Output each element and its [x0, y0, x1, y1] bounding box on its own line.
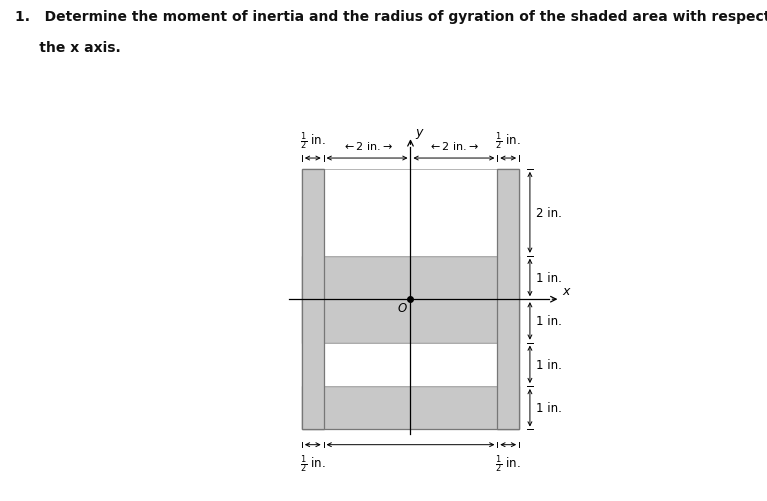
Text: 1.   Determine the moment of inertia and the radius of gyration of the shaded ar: 1. Determine the moment of inertia and t…: [15, 10, 767, 24]
Bar: [302, 169, 324, 430]
Bar: [324, 343, 497, 386]
Bar: [324, 169, 497, 256]
Text: $\frac{1}{2}$ in.: $\frac{1}{2}$ in.: [495, 452, 521, 474]
Bar: [497, 169, 519, 430]
Text: 1 in.: 1 in.: [535, 272, 561, 285]
Text: $\frac{1}{2}$ in.: $\frac{1}{2}$ in.: [495, 130, 521, 151]
Bar: [302, 256, 519, 343]
Bar: [497, 169, 519, 430]
Text: 1 in.: 1 in.: [535, 401, 561, 414]
Text: 2 in.: 2 in.: [535, 206, 561, 219]
Text: y: y: [415, 126, 422, 139]
Text: 1 in.: 1 in.: [535, 358, 561, 371]
Bar: [302, 169, 324, 430]
Bar: [302, 386, 519, 430]
Text: $\leftarrow$2 in.$\rightarrow$: $\leftarrow$2 in.$\rightarrow$: [429, 139, 479, 151]
Text: 1 in.: 1 in.: [535, 315, 561, 328]
Text: the x axis.: the x axis.: [15, 41, 121, 55]
Text: $\frac{1}{2}$ in.: $\frac{1}{2}$ in.: [300, 452, 325, 474]
Text: $\leftarrow$2 in.$\rightarrow$: $\leftarrow$2 in.$\rightarrow$: [341, 139, 393, 151]
Text: x: x: [562, 285, 570, 298]
Text: $\frac{1}{2}$ in.: $\frac{1}{2}$ in.: [300, 130, 325, 151]
Text: O: O: [397, 302, 407, 315]
